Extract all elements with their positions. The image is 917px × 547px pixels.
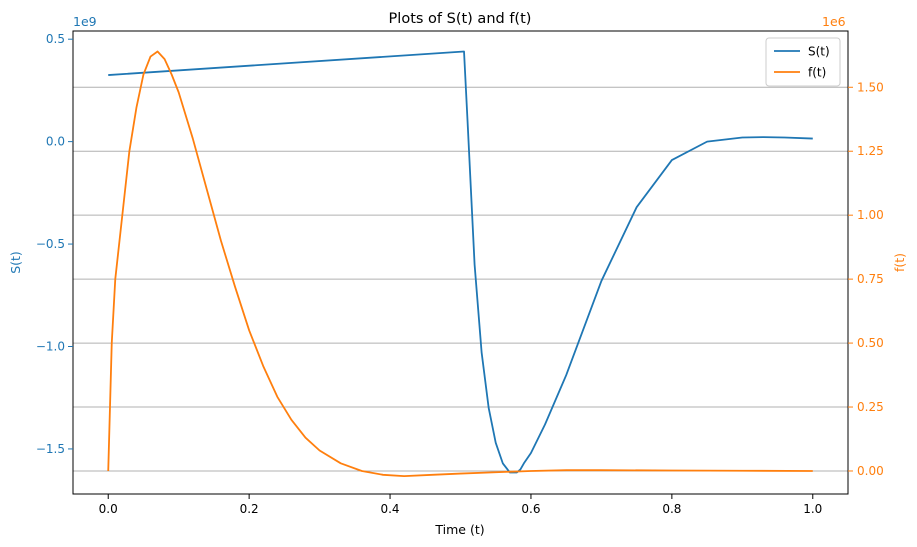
x-tick-label: 1.0 xyxy=(803,502,822,516)
x-tick-label: 0.6 xyxy=(521,502,540,516)
series-layer xyxy=(107,50,813,477)
x-tick-label: 0.4 xyxy=(380,502,399,516)
y-axis-right-label: f(t) xyxy=(892,253,907,272)
chart-title: Plots of S(t) and f(t) xyxy=(389,11,532,27)
series-line-f xyxy=(107,50,813,477)
y-right-tick-label: 0.00 xyxy=(857,464,884,478)
y-left-tick-label: 0.0 xyxy=(46,135,65,149)
y-right-tick-label: 1.00 xyxy=(857,208,884,222)
y-right-tick-label: 1.25 xyxy=(857,144,884,158)
series-line-s xyxy=(108,50,813,474)
x-tick-label: 0.2 xyxy=(240,502,259,516)
grid xyxy=(73,86,848,472)
legend-label: f(t) xyxy=(808,66,826,80)
y-axis-right-offset-text: 1e6 xyxy=(822,14,846,29)
legend-box xyxy=(765,37,841,87)
y-axis-left-offset-text: 1e9 xyxy=(73,14,97,29)
x-axis-label: Time (t) xyxy=(434,522,484,537)
y-left-tick-label: −1.5 xyxy=(36,442,65,456)
y-left-tick-label: −0.5 xyxy=(36,237,65,251)
y-right-tick-label: 0.25 xyxy=(857,400,884,414)
y-right-tick-label: 0.50 xyxy=(857,336,884,350)
axes: 0.0 0.2 0.4 0.6 0.8 1.0 0.5 0.0 −0.5 −1.0 −1.5 1.50… xyxy=(36,32,884,516)
y-left-tick-label: −1.0 xyxy=(36,339,65,353)
x-tick-label: 0.0 xyxy=(99,502,118,516)
y-right-tick-label: 0.75 xyxy=(857,272,884,286)
y-axis-left-label: S(t) xyxy=(8,251,23,274)
y-right-tick-label: 1.50 xyxy=(857,80,884,94)
plot-frame xyxy=(72,30,849,495)
legend: S(t) f(t) xyxy=(765,37,841,87)
y-left-tick-label: 0.5 xyxy=(46,32,65,46)
legend-label: S(t) xyxy=(808,45,830,59)
x-tick-label: 0.8 xyxy=(662,502,681,516)
